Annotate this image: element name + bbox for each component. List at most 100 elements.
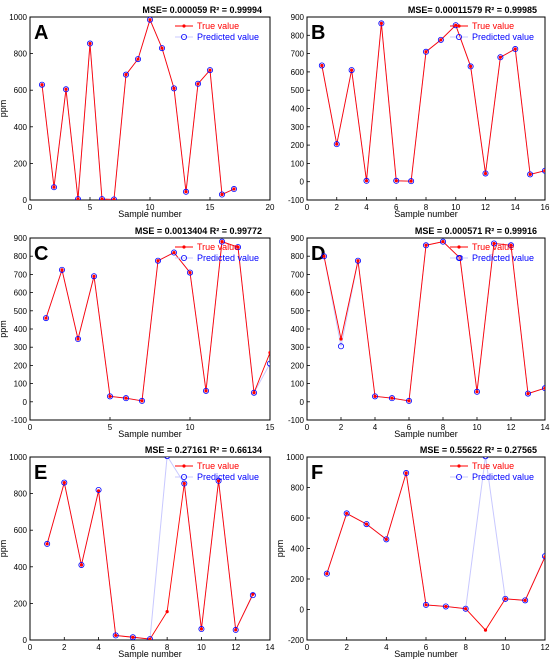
y-tick-label: 1000 (9, 453, 27, 462)
x-tick-label: 12 (507, 423, 516, 432)
legend-marker-true (182, 245, 186, 249)
data-point-true (236, 245, 240, 249)
data-point-predicted (215, 477, 222, 484)
x-tick-label: 10 (451, 203, 460, 212)
data-point-predicted (181, 480, 188, 487)
data-point-true (140, 399, 144, 403)
data-point-true (379, 21, 383, 26)
y-tick-label: 400 (14, 325, 28, 334)
y-tick-label: 900 (291, 234, 305, 243)
data-point-true (208, 68, 212, 72)
legend-label-true: True value (472, 242, 514, 252)
data-point-predicted (378, 20, 385, 27)
data-point-true (114, 633, 118, 638)
data-point-predicted (232, 626, 239, 633)
data-point-predicted (383, 536, 390, 543)
chart-title: MSE = 0.0013404 R² = 0.99772 (135, 226, 262, 236)
data-point-true (528, 172, 532, 176)
data-point-predicted (87, 40, 94, 47)
data-point-predicted (267, 360, 270, 367)
y-tick-label: 600 (14, 289, 28, 298)
legend-label-true: True value (472, 21, 514, 31)
data-point-true (220, 240, 224, 244)
data-point-true (526, 392, 530, 396)
data-point-true (373, 394, 377, 398)
data-point-true (204, 389, 208, 393)
data-point-predicted (525, 390, 532, 397)
x-tick-label: 0 (305, 423, 310, 432)
panel-label: B (311, 22, 325, 44)
data-point-predicted (512, 46, 519, 53)
data-point-true (339, 337, 343, 341)
plot-frame (29, 16, 271, 201)
data-point-true (404, 471, 408, 475)
data-point-true (345, 511, 349, 516)
data-point-true (232, 187, 236, 191)
y-tick-label: -200 (288, 636, 305, 645)
data-point-true (136, 57, 140, 61)
chart-title: MSE = 0.55622 R² = 0.27565 (420, 445, 537, 455)
data-point-predicted (348, 67, 355, 74)
data-point-true (160, 46, 164, 50)
y-tick-label: 200 (291, 575, 305, 584)
data-point-true (441, 240, 445, 244)
x-tick-label: 2 (335, 203, 340, 212)
chart-title: MSE = 0.000571 R² = 0.99916 (415, 226, 537, 236)
y-tick-label: 200 (14, 599, 28, 608)
data-point-true (124, 73, 128, 77)
series-line-true (321, 23, 545, 182)
data-point-predicted (170, 249, 177, 256)
data-point-predicted (422, 601, 429, 608)
data-point-true (148, 637, 152, 640)
data-point-true (439, 38, 443, 42)
plot-data (323, 457, 545, 632)
legend-label-predicted: Predicted value (472, 32, 534, 42)
data-point-true (364, 522, 369, 526)
x-tick-label: 8 (165, 643, 170, 652)
y-tick-label: -100 (288, 416, 305, 425)
data-point-predicted (337, 343, 344, 350)
panel-label: F (311, 462, 323, 484)
data-point-true (131, 635, 135, 639)
data-point-true (124, 396, 128, 400)
y-tick-label: 400 (291, 545, 305, 554)
data-point-true (252, 391, 256, 395)
data-point-predicted (467, 63, 474, 70)
chart-panel-e: 0 200 400 600 800 1000 0 2 4 6 8 10 12 14 Sample numbe… (0, 445, 275, 659)
x-axis-label: Sample number (394, 209, 458, 219)
data-point-true (108, 394, 112, 398)
data-point-predicted (442, 603, 449, 610)
data-point-true (60, 268, 64, 272)
chart-title: MSE= 0.000059 R² = 0.99994 (142, 5, 262, 15)
data-point-predicted (147, 636, 153, 640)
y-tick-label: 600 (291, 514, 305, 523)
data-point-predicted (363, 177, 370, 184)
y-tick-label: 500 (291, 307, 305, 316)
y-tick-label: 200 (291, 361, 305, 370)
data-point-true (100, 197, 104, 200)
y-tick-label: 800 (291, 31, 305, 40)
data-point-true (220, 192, 224, 197)
data-point-predicted (198, 626, 205, 633)
x-tick-label: 15 (266, 423, 275, 432)
legend-label-predicted: Predicted value (197, 32, 259, 42)
y-tick-label: 200 (14, 159, 28, 168)
data-point-true (62, 481, 66, 485)
legend-marker-predicted (180, 34, 187, 41)
plot-data (44, 457, 256, 640)
x-tick-label: 6 (131, 643, 136, 652)
x-tick-label: 10 (197, 643, 206, 652)
plot-data (43, 238, 270, 404)
data-point-predicted (138, 397, 145, 404)
panel-label: C (34, 243, 48, 265)
data-point-true (88, 41, 92, 46)
y-tick-label: 1000 (286, 453, 304, 462)
data-point-predicted (323, 570, 330, 577)
legend-label-true: True value (197, 461, 239, 471)
legend-marker-predicted (180, 254, 187, 261)
data-point-predicted (202, 387, 209, 394)
x-axis-label: Sample number (118, 429, 182, 439)
